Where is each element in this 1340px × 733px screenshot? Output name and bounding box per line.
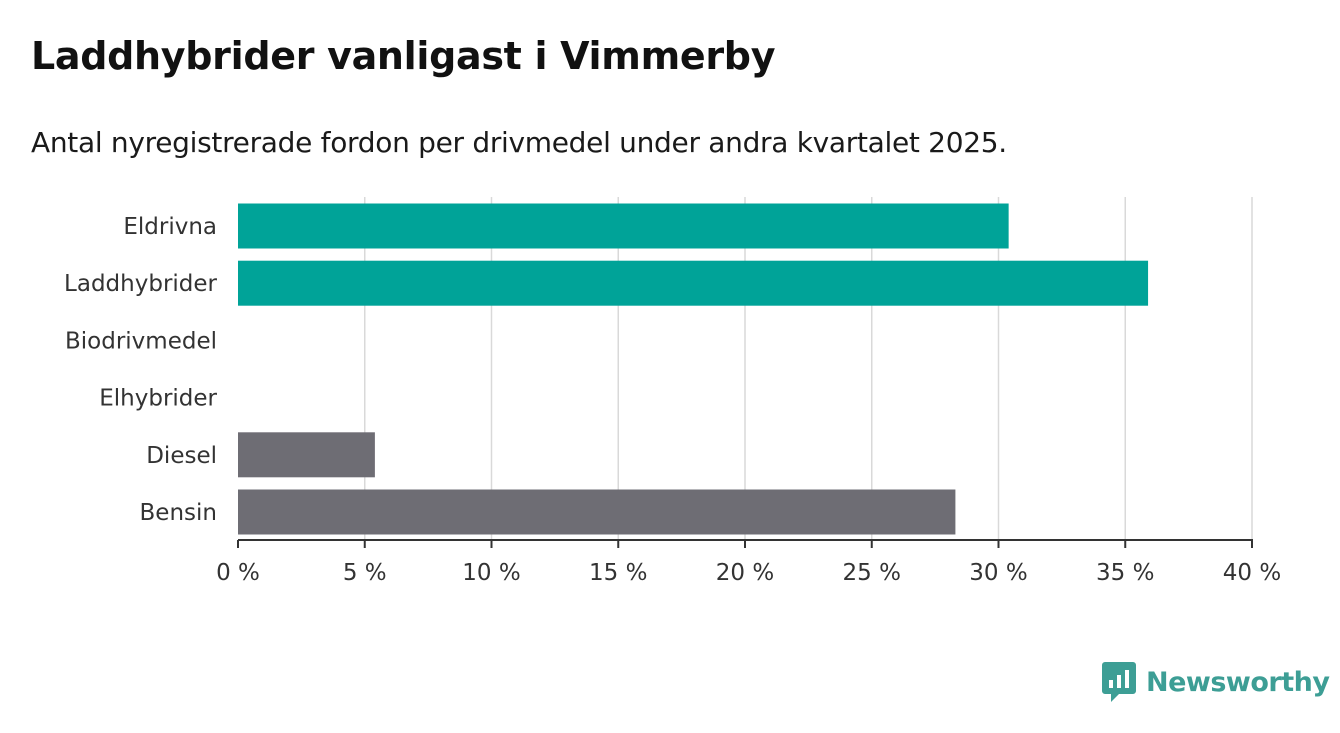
x-tick-label: 0 % (216, 560, 260, 586)
category-label: Biodrivmedel (65, 328, 217, 354)
x-tick-label: 35 % (1096, 560, 1154, 586)
category-label: Eldrivna (123, 214, 217, 240)
x-tick-label: 30 % (969, 560, 1027, 586)
chart-subtitle: Antal nyregistrerade fordon per drivmede… (31, 126, 1007, 159)
category-label: Diesel (146, 443, 217, 469)
x-axis: 0 % 5 % 10 % 15 % 20 % 25 % 30 % 35 % 40 % (216, 539, 1281, 586)
x-tick-label: 10 % (462, 560, 520, 586)
x-tick-label: 15 % (589, 560, 647, 586)
category-label: Elhybrider (99, 386, 217, 412)
bars (238, 203, 1149, 535)
grid-lines (364, 197, 1253, 540)
chart-title: Laddhybrider vanligast i Vimmerby (31, 34, 776, 78)
brand-name: Newsworthy (1146, 666, 1330, 698)
newsworthy-logo-icon (1102, 662, 1136, 702)
x-tick-label: 40 % (1223, 560, 1281, 586)
x-tick-label: 20 % (716, 560, 774, 586)
category-label: Laddhybrider (64, 271, 217, 297)
brand-logo: Newsworthy (1102, 662, 1330, 702)
bar-eldrivna (238, 203, 1009, 249)
x-tick-label: 5 % (343, 560, 387, 586)
category-label: Bensin (140, 500, 217, 526)
category-labels: Eldrivna Laddhybrider Biodrivmedel Elhybrid… (64, 214, 217, 526)
bar-laddhybrider (238, 260, 1149, 306)
x-tick-label: 25 % (843, 560, 901, 586)
bar-bensin (238, 489, 956, 535)
bar-diesel (238, 432, 375, 478)
